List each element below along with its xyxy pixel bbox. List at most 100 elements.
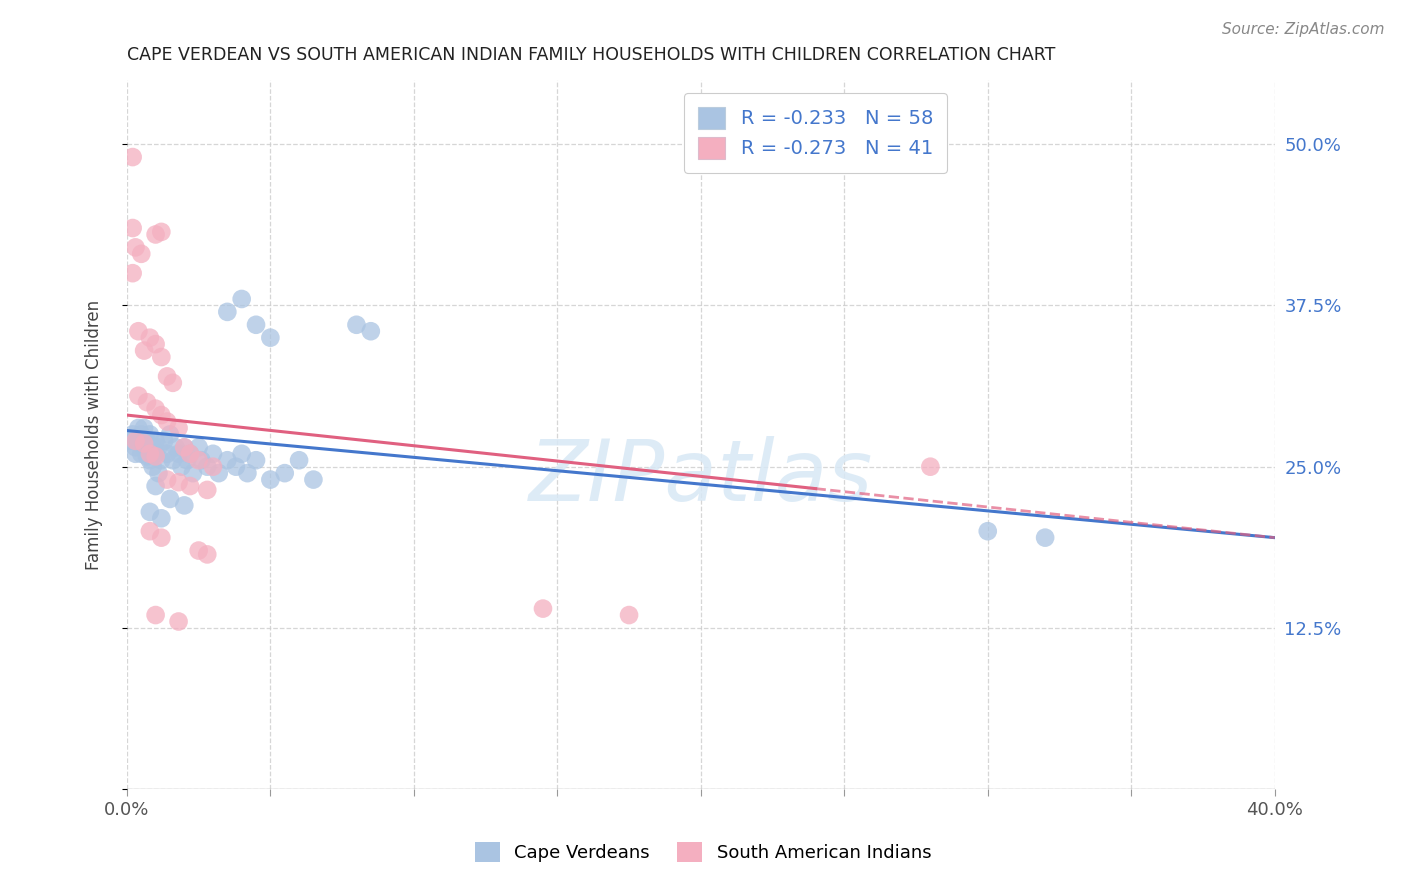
Point bbox=[156, 369, 179, 384]
Point bbox=[920, 459, 942, 474]
Point bbox=[150, 511, 173, 525]
Point bbox=[121, 221, 143, 235]
Point bbox=[145, 401, 167, 416]
Point bbox=[617, 608, 640, 623]
Point bbox=[195, 483, 218, 497]
Point bbox=[145, 608, 167, 623]
Point bbox=[150, 453, 173, 467]
Point bbox=[977, 524, 1000, 539]
Point bbox=[136, 395, 159, 409]
Point bbox=[145, 227, 167, 242]
Point bbox=[225, 459, 247, 474]
Point bbox=[179, 447, 201, 461]
Text: ZIPatlas: ZIPatlas bbox=[529, 435, 873, 518]
Point bbox=[156, 447, 179, 461]
Point bbox=[181, 466, 204, 480]
Point bbox=[139, 505, 162, 519]
Point bbox=[124, 441, 146, 455]
Point bbox=[148, 441, 170, 455]
Point bbox=[179, 479, 201, 493]
Point bbox=[245, 318, 267, 332]
Point bbox=[165, 441, 187, 455]
Point bbox=[136, 450, 159, 464]
Point bbox=[139, 427, 162, 442]
Point bbox=[201, 447, 224, 461]
Point bbox=[142, 459, 165, 474]
Point bbox=[531, 601, 554, 615]
Point bbox=[124, 240, 146, 254]
Point bbox=[145, 447, 167, 461]
Point bbox=[159, 491, 181, 506]
Point bbox=[145, 450, 167, 464]
Legend: Cape Verdeans, South American Indians: Cape Verdeans, South American Indians bbox=[467, 834, 939, 870]
Point bbox=[187, 441, 209, 455]
Point bbox=[150, 408, 173, 422]
Point bbox=[190, 453, 212, 467]
Point bbox=[127, 389, 149, 403]
Point bbox=[127, 324, 149, 338]
Point bbox=[201, 459, 224, 474]
Point bbox=[217, 453, 239, 467]
Point bbox=[302, 473, 325, 487]
Point bbox=[162, 376, 184, 390]
Point bbox=[121, 266, 143, 280]
Point bbox=[179, 447, 201, 461]
Point bbox=[167, 475, 190, 490]
Point bbox=[274, 466, 297, 480]
Point bbox=[231, 292, 253, 306]
Point bbox=[129, 447, 152, 461]
Point bbox=[124, 447, 146, 461]
Point bbox=[150, 350, 173, 364]
Point bbox=[187, 543, 209, 558]
Point bbox=[208, 466, 231, 480]
Point bbox=[187, 453, 209, 467]
Text: Source: ZipAtlas.com: Source: ZipAtlas.com bbox=[1222, 22, 1385, 37]
Point bbox=[245, 453, 267, 467]
Point bbox=[134, 436, 156, 450]
Point bbox=[145, 434, 167, 448]
Point bbox=[259, 473, 281, 487]
Point bbox=[150, 531, 173, 545]
Point bbox=[124, 434, 146, 448]
Point bbox=[1033, 531, 1056, 545]
Point bbox=[134, 343, 156, 358]
Point bbox=[173, 499, 195, 513]
Point bbox=[127, 421, 149, 435]
Point bbox=[156, 415, 179, 429]
Point bbox=[145, 479, 167, 493]
Point bbox=[176, 453, 198, 467]
Point bbox=[167, 447, 190, 461]
Point bbox=[259, 331, 281, 345]
Point bbox=[148, 466, 170, 480]
Legend: R = -0.233   N = 58, R = -0.273   N = 41: R = -0.233 N = 58, R = -0.273 N = 41 bbox=[685, 93, 946, 173]
Point bbox=[142, 441, 165, 455]
Point bbox=[167, 421, 190, 435]
Point bbox=[134, 441, 156, 455]
Point bbox=[195, 548, 218, 562]
Point bbox=[150, 225, 173, 239]
Point bbox=[170, 459, 193, 474]
Point bbox=[139, 453, 162, 467]
Point bbox=[346, 318, 368, 332]
Point bbox=[121, 427, 143, 442]
Point bbox=[134, 421, 156, 435]
Point bbox=[173, 441, 195, 455]
Point bbox=[118, 434, 141, 448]
Y-axis label: Family Households with Children: Family Households with Children bbox=[86, 300, 103, 569]
Point bbox=[217, 305, 239, 319]
Point bbox=[167, 615, 190, 629]
Point bbox=[173, 441, 195, 455]
Point bbox=[156, 473, 179, 487]
Point bbox=[136, 434, 159, 448]
Point bbox=[129, 427, 152, 442]
Point bbox=[236, 466, 259, 480]
Point bbox=[231, 447, 253, 461]
Point bbox=[195, 459, 218, 474]
Point bbox=[145, 337, 167, 351]
Point bbox=[288, 453, 311, 467]
Point bbox=[121, 150, 143, 164]
Point bbox=[159, 427, 181, 442]
Point bbox=[360, 324, 382, 338]
Text: CAPE VERDEAN VS SOUTH AMERICAN INDIAN FAMILY HOUSEHOLDS WITH CHILDREN CORRELATIO: CAPE VERDEAN VS SOUTH AMERICAN INDIAN FA… bbox=[127, 46, 1056, 64]
Point bbox=[153, 434, 176, 448]
